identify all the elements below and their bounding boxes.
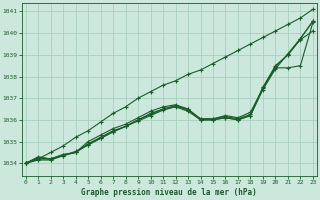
X-axis label: Graphe pression niveau de la mer (hPa): Graphe pression niveau de la mer (hPa) [81,188,257,197]
